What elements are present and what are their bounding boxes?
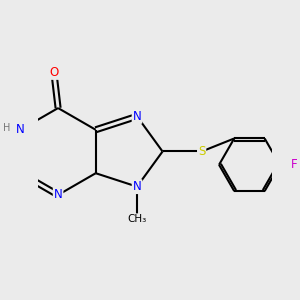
Text: S: S [198, 145, 205, 158]
Text: H: H [3, 123, 10, 133]
Text: N: N [133, 180, 141, 193]
Text: CH₃: CH₃ [128, 214, 147, 224]
Text: N: N [16, 123, 25, 136]
Text: O: O [49, 66, 58, 79]
Text: F: F [291, 158, 297, 171]
Text: N: N [133, 110, 141, 123]
Text: N: N [54, 188, 62, 201]
